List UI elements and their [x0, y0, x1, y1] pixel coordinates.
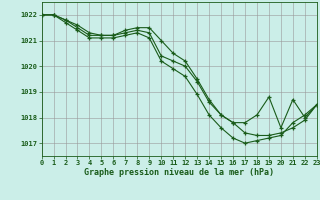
X-axis label: Graphe pression niveau de la mer (hPa): Graphe pression niveau de la mer (hPa) — [84, 168, 274, 177]
